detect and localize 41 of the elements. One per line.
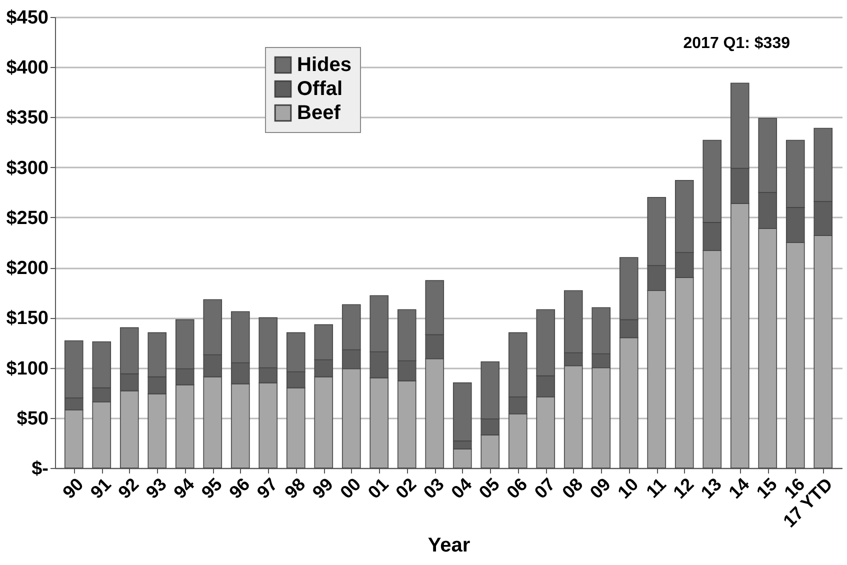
- annotation: 2017 Q1: $339: [683, 35, 790, 52]
- y-tick-label: $400: [6, 58, 48, 79]
- x-tick-label: 06: [502, 474, 532, 502]
- y-tick-label: $100: [6, 358, 48, 380]
- x-tick-label: 96: [225, 474, 254, 502]
- y-tick-label: $250: [6, 208, 48, 229]
- legend-label: Beef: [297, 102, 341, 124]
- x-tick-label: 90: [58, 474, 88, 502]
- x-tick-label: 13: [697, 474, 726, 502]
- x-tick-label: 07: [530, 474, 559, 502]
- y-tick-label: $-: [32, 458, 48, 480]
- x-axis-title: Year: [428, 534, 470, 556]
- x-tick-label: 03: [420, 474, 448, 502]
- y-tick-label: $350: [6, 108, 48, 129]
- y-tick-label: $450: [6, 8, 48, 28]
- x-tick-label: 92: [114, 474, 143, 502]
- x-tick-label: 97: [253, 474, 282, 502]
- x-tick-label: 98: [280, 474, 310, 502]
- x-tick-label: 01: [364, 474, 392, 502]
- x-tick-label: 08: [558, 474, 587, 502]
- x-tick-label: 14: [724, 474, 754, 502]
- y-tick-label: $200: [6, 258, 48, 280]
- x-tick-label: 00: [336, 474, 365, 502]
- x-tick-label: 11: [642, 474, 670, 502]
- x-tick-label: 10: [614, 474, 642, 502]
- x-tick-label: 02: [392, 474, 420, 502]
- x-tick-label: 99: [308, 474, 337, 502]
- x-tick-label: 93: [142, 474, 170, 502]
- y-tick-label: $150: [6, 308, 48, 330]
- x-tick-label: 05: [475, 474, 504, 502]
- legend-label: Offal: [297, 78, 343, 100]
- x-tick-label: 12: [669, 474, 698, 502]
- x-tick-label: 15: [752, 474, 781, 502]
- y-tick-label: $50: [16, 408, 48, 430]
- x-tick-label: 04: [447, 474, 476, 502]
- x-tick-label: 09: [586, 474, 614, 502]
- x-tick-label: 95: [198, 474, 226, 502]
- y-tick-label: $300: [6, 158, 48, 179]
- x-tick-label: 94: [170, 474, 198, 502]
- x-tick-label: 91: [86, 474, 115, 502]
- legend-label: Hides: [297, 54, 352, 76]
